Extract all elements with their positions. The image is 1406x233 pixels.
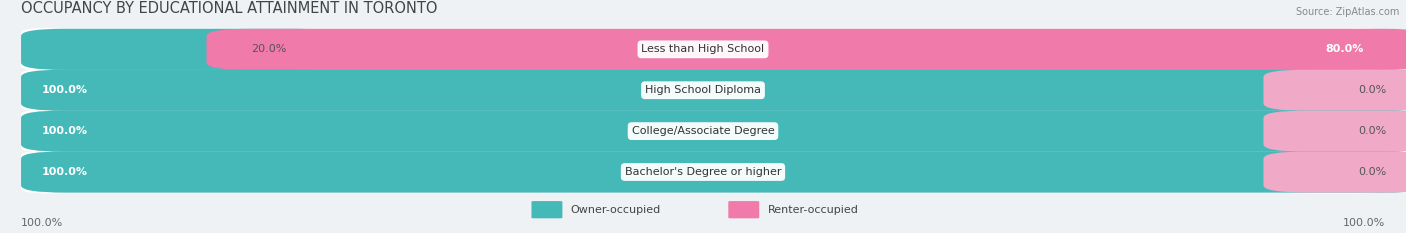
Text: Renter-occupied: Renter-occupied [768,205,859,215]
Text: 100.0%: 100.0% [42,126,89,136]
FancyBboxPatch shape [1264,111,1406,152]
FancyBboxPatch shape [21,69,1385,112]
FancyBboxPatch shape [21,151,1385,193]
Text: High School Diploma: High School Diploma [645,85,761,95]
Text: 100.0%: 100.0% [21,218,63,228]
Text: Source: ZipAtlas.com: Source: ZipAtlas.com [1295,7,1399,17]
FancyBboxPatch shape [21,110,1385,153]
Text: 100.0%: 100.0% [42,167,89,177]
FancyBboxPatch shape [21,151,1385,192]
FancyBboxPatch shape [728,201,759,218]
Text: Owner-occupied: Owner-occupied [571,205,661,215]
Text: OCCUPANCY BY EDUCATIONAL ATTAINMENT IN TORONTO: OCCUPANCY BY EDUCATIONAL ATTAINMENT IN T… [21,1,437,16]
FancyBboxPatch shape [21,29,1385,70]
Text: Bachelor's Degree or higher: Bachelor's Degree or higher [624,167,782,177]
FancyBboxPatch shape [1264,151,1406,192]
Text: 0.0%: 0.0% [1358,167,1386,177]
FancyBboxPatch shape [21,29,337,70]
FancyBboxPatch shape [1264,70,1406,111]
FancyBboxPatch shape [21,70,1406,111]
Text: 80.0%: 80.0% [1326,44,1364,54]
FancyBboxPatch shape [21,111,1406,152]
FancyBboxPatch shape [21,111,1385,152]
FancyBboxPatch shape [207,29,1406,70]
FancyBboxPatch shape [21,151,1406,192]
Text: 100.0%: 100.0% [1343,218,1385,228]
Text: 20.0%: 20.0% [252,44,287,54]
FancyBboxPatch shape [21,28,1385,71]
FancyBboxPatch shape [21,70,1385,111]
Text: 0.0%: 0.0% [1358,126,1386,136]
Text: 0.0%: 0.0% [1358,85,1386,95]
Text: 100.0%: 100.0% [42,85,89,95]
Text: College/Associate Degree: College/Associate Degree [631,126,775,136]
Text: Less than High School: Less than High School [641,44,765,54]
FancyBboxPatch shape [531,201,562,218]
